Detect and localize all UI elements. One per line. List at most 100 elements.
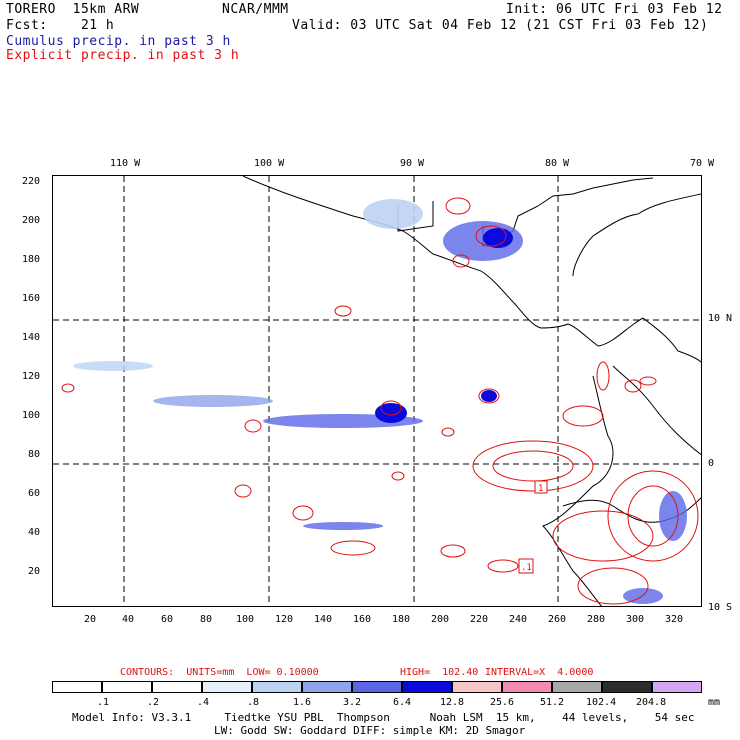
box-label-1-text: 1 <box>538 484 543 494</box>
colorbar-cell <box>402 681 452 693</box>
graticule <box>53 176 701 606</box>
colorbar-label: 25.6 <box>490 697 515 708</box>
explicit-contour <box>380 400 402 416</box>
border-peru <box>562 497 701 523</box>
explicit-contour <box>234 484 252 498</box>
x-tick-label: 140 <box>314 614 333 625</box>
explicit-contour <box>441 427 455 437</box>
explicit-contour <box>292 505 314 521</box>
explicit-contour <box>577 567 649 605</box>
explicit-contour <box>552 510 654 562</box>
colorbar-cell <box>352 681 402 693</box>
colorbar-unit: mm <box>708 697 721 708</box>
y-tick-label: 100 <box>22 410 41 421</box>
x-tick-label: 220 <box>470 614 489 625</box>
colorbar-cell <box>252 681 302 693</box>
colorbar-cell <box>502 681 552 693</box>
coastline-south-america-west <box>542 375 614 606</box>
cumulus-south-1 <box>659 491 687 541</box>
organization-label: NCAR/MMM <box>222 2 289 17</box>
colorbar-cell <box>452 681 502 693</box>
cumulus-central-am-1 <box>363 199 423 229</box>
contours-high: HIGH= 102.40 <box>400 667 479 678</box>
colorbar-cell <box>552 681 602 693</box>
colorbar-label: .8 <box>247 697 260 708</box>
y-tick-label: 20 <box>28 566 41 577</box>
x-tick-label: 20 <box>84 614 97 625</box>
explicit-contour <box>627 485 679 547</box>
coastline-caribbean <box>572 193 701 277</box>
contours-interval: INTERVAL=X 4.0000 <box>485 667 594 678</box>
explicit-contour <box>478 388 500 404</box>
y-tick-label: 140 <box>22 332 41 343</box>
coastline-south-america-north <box>642 317 701 363</box>
lat-label-0: 0 <box>708 458 715 469</box>
explicit-contour <box>472 440 594 492</box>
x-tick-label: 80 <box>200 614 213 625</box>
lon-label-80w: 80 W <box>545 158 570 169</box>
colorbar-label: 3.2 <box>343 697 362 708</box>
x-tick-label: 320 <box>665 614 684 625</box>
model-info-line-1: Model Info: V3.3.1 Tiedtke YSU PBL Thomp… <box>72 711 695 724</box>
y-tick-label: 40 <box>28 527 41 538</box>
x-tick-label: 100 <box>236 614 255 625</box>
x-tick-label: 40 <box>122 614 135 625</box>
map-canvas: 1 .1 <box>53 176 701 606</box>
precipitation-map: 1 .1 <box>52 175 702 607</box>
explicit-contour <box>492 450 574 482</box>
lon-label-110w: 110 W <box>110 158 141 169</box>
explicit-contour <box>639 376 657 386</box>
y-tick-label: 80 <box>28 449 41 460</box>
colorbar-label: .4 <box>197 697 210 708</box>
colorbar-label: 12.8 <box>440 697 465 708</box>
border-colombia <box>612 365 701 456</box>
lat-label-10s: 10 S <box>708 602 733 613</box>
explicit-contour <box>487 559 519 573</box>
explicit-contour <box>562 405 604 427</box>
x-tick-label: 280 <box>587 614 606 625</box>
explicit-contour <box>440 544 466 558</box>
x-tick-label: 260 <box>548 614 567 625</box>
explicit-contour <box>607 470 699 562</box>
colorbar-label: 204.8 <box>636 697 667 708</box>
legend-cumulus: Cumulus precip. in past 3 h <box>6 34 231 49</box>
legend-explicit: Explicit precip. in past 3 h <box>6 48 240 63</box>
forecast-hour: Fcst: 21 h <box>6 18 115 33</box>
x-tick-label: 120 <box>275 614 294 625</box>
colorbar-label: 51.2 <box>540 697 565 708</box>
model-title: TORERO 15km ARW <box>6 2 140 17</box>
explicit-precip-contours <box>61 197 699 605</box>
lon-label-70w: 70 W <box>690 158 715 169</box>
lat-label-10n: 10 N <box>708 313 733 324</box>
explicit-contour <box>391 471 405 481</box>
y-tick-label: 200 <box>22 215 41 226</box>
colorbar-cell <box>52 681 102 693</box>
contours-units: CONTOURS: UNITS=mm LOW= 0.10000 <box>120 667 319 678</box>
colorbar-cell <box>102 681 152 693</box>
colorbar-cell <box>302 681 352 693</box>
colorbar-label: 102.4 <box>586 697 617 708</box>
colorbar-cell <box>202 681 252 693</box>
colorbar-label: .1 <box>97 697 110 708</box>
explicit-contour <box>445 197 471 215</box>
explicit-contour <box>624 379 642 393</box>
explicit-contour <box>596 361 610 391</box>
init-time: Init: 06 UTC Fri 03 Feb 12 <box>506 2 723 17</box>
colorbar-label: 6.4 <box>393 697 412 708</box>
explicit-contour <box>334 305 352 317</box>
cumulus-band-3 <box>303 522 383 530</box>
lon-label-100w: 100 W <box>254 158 285 169</box>
x-tick-label: 240 <box>509 614 528 625</box>
x-tick-label: 60 <box>161 614 174 625</box>
colorbar-cell <box>652 681 702 693</box>
explicit-contour <box>475 225 507 247</box>
cumulus-band-1 <box>153 395 273 407</box>
x-tick-label: 200 <box>431 614 450 625</box>
explicit-contour <box>330 540 376 556</box>
box-label-2 <box>518 558 534 574</box>
coastline-mexico <box>242 176 644 347</box>
cumulus-south-2 <box>623 588 663 604</box>
explicit-contour <box>61 383 75 393</box>
x-tick-label: 180 <box>392 614 411 625</box>
colorbar-cell <box>602 681 652 693</box>
